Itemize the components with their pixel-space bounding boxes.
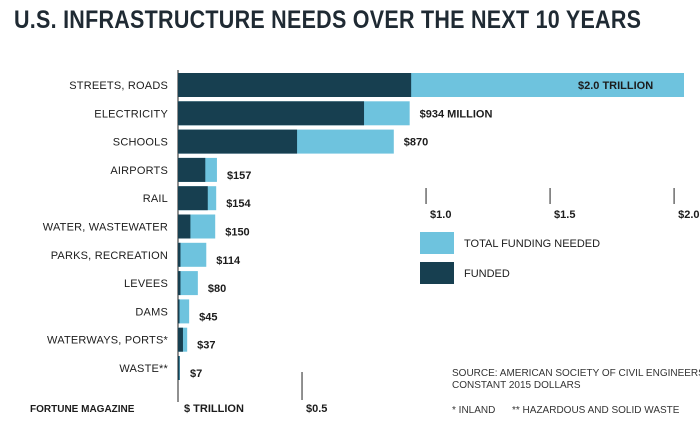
bar-funded xyxy=(178,157,206,182)
data-label: $157 xyxy=(227,170,251,182)
category-labels: STREETS, ROADS ELECTRICITY SCHOOLS AIRPORTS… xyxy=(43,80,169,375)
x-tick-label-2: $1.5 xyxy=(554,209,575,221)
bar-needed xyxy=(178,271,198,296)
data-label: $45 xyxy=(199,311,217,323)
bar-funded xyxy=(178,73,412,97)
bar-funded xyxy=(178,214,191,239)
data-label: $80 xyxy=(208,283,226,295)
footnote-hazardous: ** HAZARDOUS AND SOLID WASTE xyxy=(512,405,680,416)
data-label: $7 xyxy=(190,368,202,380)
bar-funded xyxy=(178,356,180,380)
data-label: $2.0 TRILLION xyxy=(578,80,653,92)
category-label: AIRPORTS xyxy=(110,165,168,177)
bar-funded xyxy=(178,186,208,211)
bar-funded xyxy=(178,299,180,324)
data-label: $37 xyxy=(197,340,215,352)
footnote-inland: * INLAND xyxy=(452,405,495,416)
data-label: $934 MILLION xyxy=(420,108,493,120)
legend-swatch-funded xyxy=(420,262,454,284)
bar-funded xyxy=(178,101,365,126)
bar-funded xyxy=(178,242,181,267)
category-label: STREETS, ROADS xyxy=(69,80,168,92)
data-label: $154 xyxy=(226,198,251,210)
bars xyxy=(178,73,684,380)
source-line-2: CONSTANT 2015 DOLLARS xyxy=(452,380,581,391)
credit-fortune: FORTUNE MAGAZINE xyxy=(30,404,135,415)
category-label: WATER, WASTEWATER xyxy=(43,222,168,234)
legend-label-funded: FUNDED xyxy=(464,268,510,280)
category-label: WATERWAYS, PORTS* xyxy=(47,335,168,347)
category-label: RAIL xyxy=(143,193,168,205)
value-labels: $2.0 TRILLION $934 MILLION $870 $157 $154 $15… xyxy=(190,80,653,380)
data-label: $870 xyxy=(404,137,428,149)
data-label: $150 xyxy=(225,227,249,239)
legend-swatch-needed xyxy=(420,232,454,254)
category-label: PARKS, RECREATION xyxy=(51,250,168,262)
category-label: DAMS xyxy=(135,306,168,318)
x-tick-label-3: $2.0 xyxy=(678,209,699,221)
category-label: WASTE** xyxy=(119,363,168,375)
category-label: SCHOOLS xyxy=(113,137,168,149)
category-label: LEVEES xyxy=(124,278,168,290)
x-axis-ticks: $0.5 $1.0 $1.5 $2.0 xyxy=(306,209,699,415)
bar-needed xyxy=(178,242,207,267)
bar-funded xyxy=(178,327,183,352)
bar-funded xyxy=(178,271,181,296)
source-line-1: SOURCE: AMERICAN SOCIETY OF CIVIL ENGINE… xyxy=(452,368,700,379)
chart-title: U.S. INFRASTRUCTURE NEEDS OVER THE NEXT … xyxy=(14,6,642,34)
category-label: ELECTRICITY xyxy=(94,108,168,120)
data-label: $114 xyxy=(216,255,241,267)
bar-needed xyxy=(178,299,190,324)
x-tick-label-0: $0.5 xyxy=(306,403,327,415)
bar-funded xyxy=(178,129,298,154)
legend-label-needed: TOTAL FUNDING NEEDED xyxy=(464,238,600,250)
x-axis-unit-label: $ TRILLION xyxy=(184,403,244,415)
x-tick-label-1: $1.0 xyxy=(430,209,451,221)
